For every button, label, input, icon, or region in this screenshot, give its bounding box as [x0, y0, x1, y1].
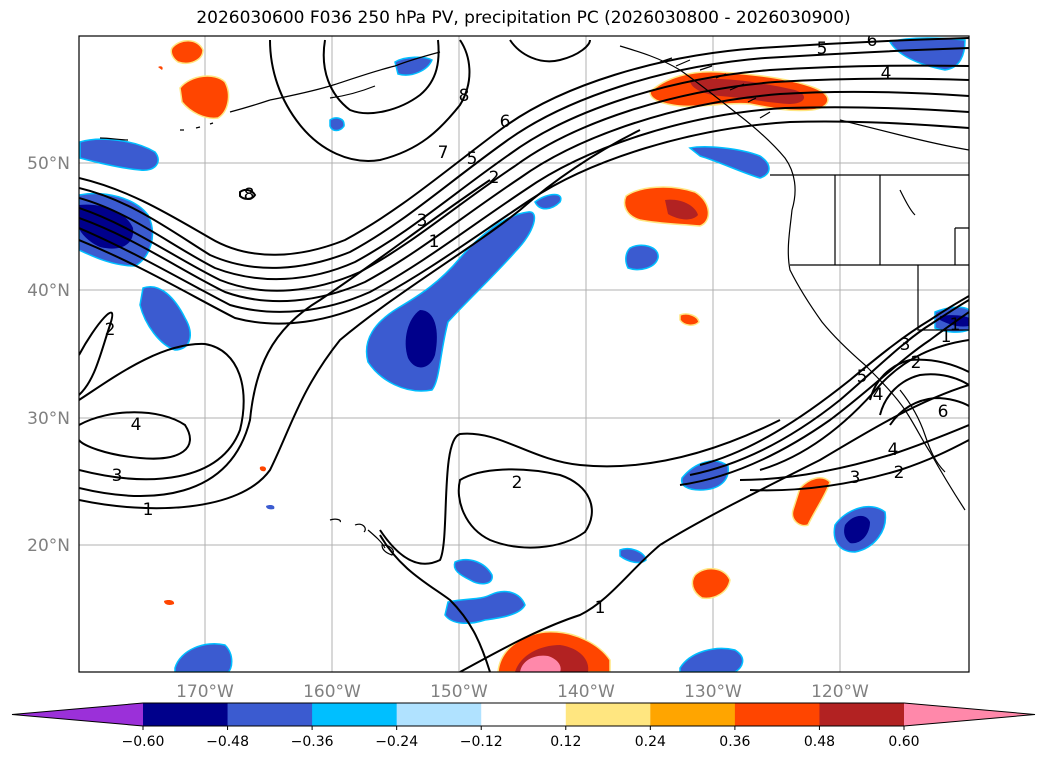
latitude-labels: 50°N 40°N 30°N 20°N — [27, 154, 70, 556]
lat-label-30: 30°N — [27, 409, 70, 429]
svg-text:1: 1 — [429, 232, 440, 252]
colorbar-segment — [565, 703, 651, 726]
svg-text:4: 4 — [131, 415, 142, 435]
svg-text:5: 5 — [857, 367, 868, 387]
pv-contours — [79, 37, 969, 672]
svg-text:2: 2 — [911, 353, 922, 373]
colorbar-segment — [734, 703, 820, 726]
lat-label-50: 50°N — [27, 154, 70, 174]
contour-labels: 8 7 6 5 4 3 2 1 2 4 3 1 2 1 6 5 4 3 2 1 … — [105, 31, 961, 618]
colorbar-segment — [227, 703, 313, 726]
svg-text:6: 6 — [938, 402, 949, 422]
colorbar-extend-high — [904, 703, 1035, 726]
svg-text:3: 3 — [850, 468, 861, 488]
svg-text:5: 5 — [467, 149, 478, 169]
svg-text:2: 2 — [489, 168, 500, 188]
lat-label-40: 40°N — [27, 281, 70, 301]
colorbar-tick: 0.12 — [550, 734, 581, 750]
colorbar-tick: −0.24 — [375, 734, 418, 750]
map-area — [79, 36, 969, 672]
svg-text:7: 7 — [438, 143, 449, 163]
colorbar-extend-low — [12, 703, 143, 726]
lon-label-120w: 120°W — [811, 682, 869, 702]
svg-text:8: 8 — [244, 185, 255, 205]
svg-text:3: 3 — [900, 335, 911, 355]
lon-label-160w: 160°W — [303, 682, 361, 702]
svg-text:2: 2 — [105, 320, 116, 340]
svg-text:5: 5 — [817, 39, 828, 59]
lon-label-170w: 170°W — [176, 682, 234, 702]
map-frame — [78, 35, 970, 673]
svg-text:8: 8 — [459, 86, 470, 106]
svg-text:1: 1 — [143, 500, 154, 520]
lon-label-150w: 150°W — [430, 682, 488, 702]
colorbar-tick: 0.24 — [635, 734, 666, 750]
lon-label-140w: 140°W — [557, 682, 615, 702]
svg-text:1: 1 — [941, 327, 952, 347]
colorbar-segment — [312, 703, 398, 726]
colorbar-tick: −0.48 — [206, 734, 249, 750]
svg-text:3: 3 — [112, 466, 123, 486]
map-title: 2026030600 F036 250 hPa PV, precipitatio… — [196, 8, 851, 28]
colorbar-segment — [650, 703, 736, 726]
svg-text:3: 3 — [417, 211, 428, 231]
colorbar-tick: −0.60 — [122, 734, 165, 750]
svg-text:6: 6 — [500, 112, 511, 132]
colorbar — [11, 702, 1036, 730]
colorbar-tick: 0.48 — [804, 734, 835, 750]
svg-text:4: 4 — [881, 64, 892, 84]
svg-text:4: 4 — [888, 440, 899, 460]
colorbar-tick-labels: −0.60 −0.48 −0.36 −0.24 −0.12 0.12 0.24 … — [122, 734, 920, 750]
lon-label-130w: 130°W — [684, 682, 742, 702]
colorbar-tick: 0.60 — [888, 734, 919, 750]
colorbar-tick: −0.12 — [460, 734, 503, 750]
svg-text:1: 1 — [595, 598, 606, 618]
colorbar-tick: 0.36 — [719, 734, 750, 750]
colorbar-segment — [481, 703, 567, 726]
longitude-labels: 170°W 160°W 150°W 140°W 130°W 120°W — [176, 682, 869, 702]
svg-text:4: 4 — [873, 385, 884, 405]
svg-text:2: 2 — [512, 473, 523, 493]
svg-text:1: 1 — [950, 315, 961, 335]
lat-label-20: 20°N — [27, 536, 70, 556]
svg-text:2: 2 — [894, 463, 905, 483]
colorbar-segment — [143, 703, 229, 726]
svg-text:6: 6 — [867, 31, 878, 51]
colorbar-tick: −0.36 — [291, 734, 334, 750]
colorbar-segment — [396, 703, 482, 726]
colorbar-segment — [819, 703, 905, 726]
